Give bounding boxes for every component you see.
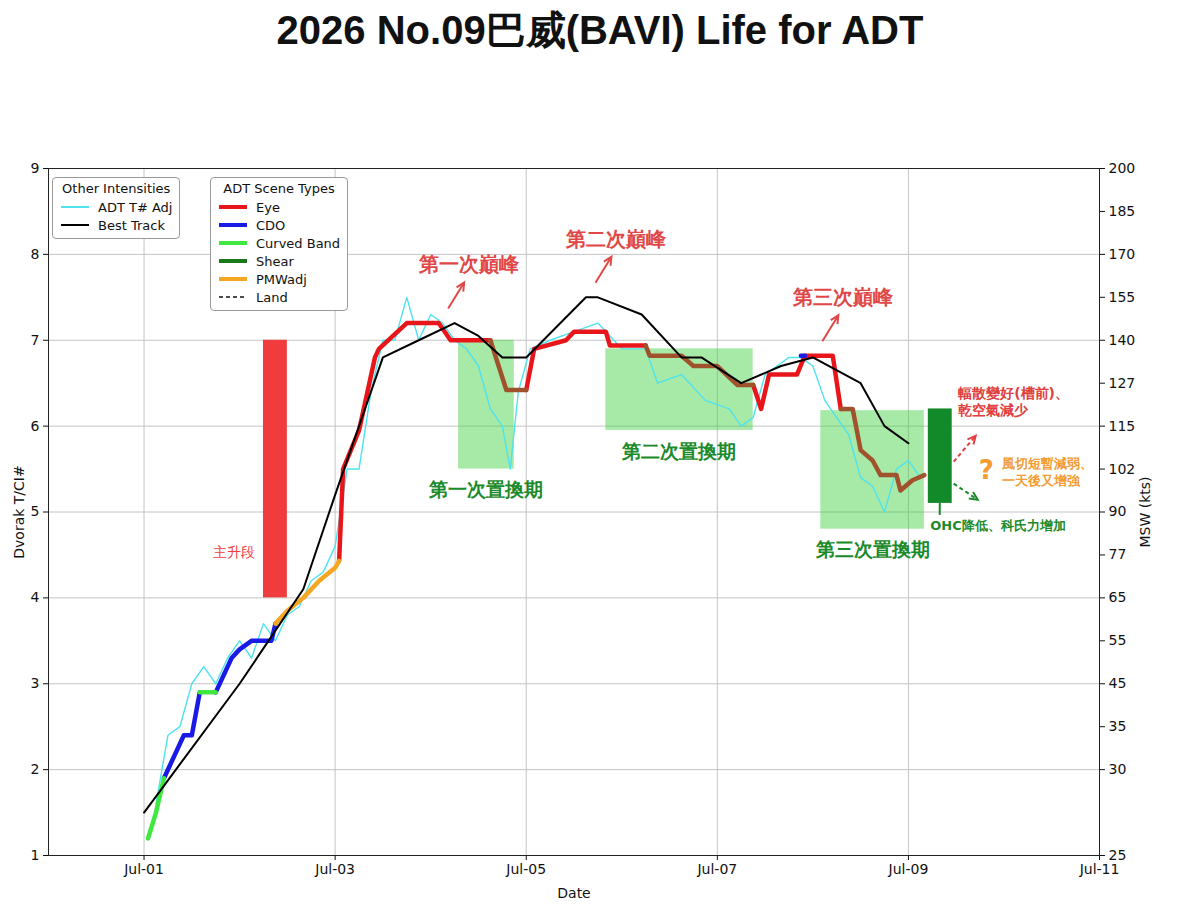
html-text:ADT Scene Types: ADT Scene Types [223,181,335,196]
html-text:Other Intensities: Other Intensities [62,181,171,196]
svg-text:第三次置換期: 第三次置換期 [815,538,930,560]
html-text:ADT T# Adj: ADT T# Adj [98,199,173,215]
html-text:Eye: Eye [256,199,280,215]
svg-text:6: 6 [31,418,40,434]
html-text:Shear: Shear [256,253,294,269]
svg-text:2: 2 [31,761,40,777]
svg-text:1: 1 [31,847,40,863]
svg-text:115: 115 [1109,418,1136,434]
svg-text:4: 4 [31,589,40,605]
svg-text:170: 170 [1109,246,1136,262]
html-text:CDO: CDO [256,217,286,233]
html-text:2026 No.09巴威(BAVI) Life for AD: 2026 No.09巴威(BAVI) Life for ADT [276,8,924,52]
svg-text:90: 90 [1109,503,1127,519]
svg-text:Jul-07: Jul-07 [696,861,737,877]
svg-text:第三次巔峰: 第三次巔峰 [792,285,894,309]
svg-text:?: ? [979,455,994,485]
svg-text:102: 102 [1109,461,1136,477]
svg-text:30: 30 [1109,761,1127,777]
svg-text:200: 200 [1109,160,1136,176]
svg-text:Jul-01: Jul-01 [123,861,164,877]
svg-text:第二次巔峰: 第二次巔峰 [565,227,667,251]
html-text:Curved Band: Curved Band [256,235,341,251]
svg-text:65: 65 [1109,589,1127,605]
svg-text:主升段: 主升段 [213,544,255,560]
svg-text:3: 3 [31,675,40,691]
svg-text:輻散變好(槽前)、乾空氣減少: 輻散變好(槽前)、乾空氣減少 [957,385,1069,419]
svg-text:OHC降低、科氏力增加: OHC降低、科氏力增加 [930,518,1065,533]
svg-text:9: 9 [31,160,40,176]
svg-text:Jul-03: Jul-03 [314,861,355,877]
svg-text:MSW (kts): MSW (kts) [1137,476,1153,547]
svg-text:45: 45 [1109,675,1127,691]
svg-text:第一次巔峰: 第一次巔峰 [418,252,520,276]
svg-text:5: 5 [31,503,40,519]
svg-text:140: 140 [1109,332,1136,348]
svg-text:185: 185 [1109,203,1136,219]
svg-text:Dvorak T/CI#: Dvorak T/CI# [11,465,27,558]
svg-text:35: 35 [1109,718,1127,734]
svg-text:8: 8 [31,246,40,262]
svg-text:25: 25 [1109,847,1127,863]
svg-text:Date: Date [557,885,590,901]
svg-text:55: 55 [1109,632,1127,648]
svg-text:風切短暫減弱、一天後又增強: 風切短暫減弱、一天後又增強 [1001,456,1093,488]
html-text:Land: Land [256,289,288,305]
html-text:Best Track: Best Track [98,217,165,233]
svg-text:127: 127 [1109,375,1136,391]
svg-text:Jul-05: Jul-05 [505,861,546,877]
svg-text:第一次置換期: 第一次置換期 [428,478,543,500]
svg-text:77: 77 [1109,546,1127,562]
svg-text:7: 7 [31,332,40,348]
svg-text:第二次置換期: 第二次置換期 [621,439,736,461]
svg-text:155: 155 [1109,289,1136,305]
html-text:PMWadj: PMWadj [256,271,307,287]
svg-text:Jul-11: Jul-11 [1079,861,1120,877]
svg-text:Jul-09: Jul-09 [888,861,929,877]
